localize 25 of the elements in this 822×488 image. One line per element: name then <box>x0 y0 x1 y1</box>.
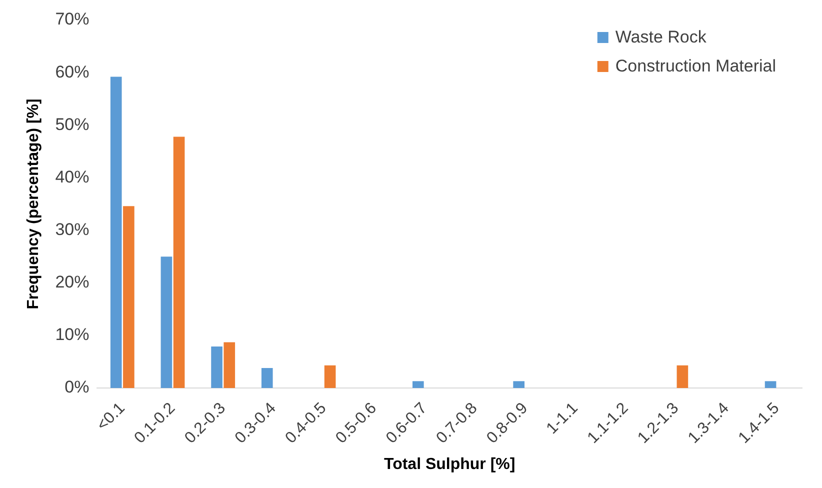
y-axis-title: Frequency (percentage) [%] <box>25 98 42 310</box>
bar <box>676 365 688 388</box>
y-tick-label: 10% <box>55 325 90 344</box>
y-tick-label: 30% <box>55 220 90 239</box>
legend-label: Construction Material <box>615 56 776 76</box>
y-tick-label: 20% <box>55 272 90 292</box>
bar <box>173 136 185 388</box>
bar <box>211 346 222 388</box>
bar <box>513 381 524 388</box>
bar <box>110 76 122 388</box>
y-tick-label: 70% <box>55 10 90 29</box>
x-axis-title: Total Sulphur [%] <box>384 456 516 473</box>
x-tick-label: <0.1 <box>94 400 128 434</box>
y-tick-label: 40% <box>55 167 90 186</box>
bar <box>160 256 172 388</box>
legend-label: Waste Rock <box>615 28 707 47</box>
bar <box>412 381 424 388</box>
bar <box>224 342 236 388</box>
y-tick-label: 50% <box>55 114 90 134</box>
bar <box>261 368 273 388</box>
bar <box>324 365 336 388</box>
bar <box>764 381 776 388</box>
y-tick-label: 60% <box>55 62 90 82</box>
y-tick-label: 0% <box>64 378 90 397</box>
bar <box>123 206 134 388</box>
